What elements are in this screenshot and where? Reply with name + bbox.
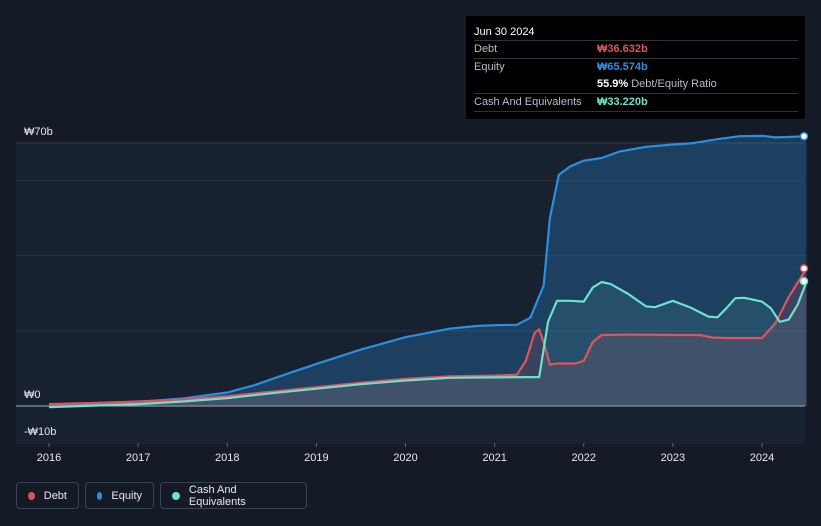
series-areas	[49, 135, 807, 408]
cash-dot-icon	[172, 491, 180, 500]
cash-endpoint	[799, 277, 809, 286]
tooltip-cash-value: ₩33.220b	[597, 96, 648, 108]
tooltip-debt-label: Debt	[474, 43, 498, 55]
x-tick-label: 2023	[661, 452, 685, 464]
chart-legend: Debt Equity Cash And Equivalents	[16, 482, 307, 509]
tooltip-row-equity: Equity ₩65.574b	[474, 58, 798, 76]
x-tick-label: 2021	[482, 452, 506, 464]
x-tick-label: 2022	[572, 452, 596, 464]
tooltip-equity-value: ₩65.574b	[597, 61, 648, 73]
tooltip-row-debt: Debt ₩36.632b	[474, 40, 798, 58]
equity-dot-icon	[97, 491, 103, 500]
tooltip-equity-label: Equity	[474, 61, 505, 73]
legend-item-equity[interactable]: Equity	[85, 482, 154, 509]
legend-cash-label: Cash And Equivalents	[188, 483, 246, 508]
legend-debt-label: Debt	[43, 489, 67, 502]
x-tick-label: 2024	[750, 452, 774, 464]
tooltip-row-ratio: 55.9% Debt/Equity Ratio	[474, 76, 798, 93]
cash-line	[48, 280, 808, 409]
debt-dot-icon	[28, 491, 35, 500]
series-lines	[48, 134, 808, 409]
legend-item-cash[interactable]: Cash And Equivalents	[160, 482, 307, 509]
tooltip-panel: Jun 30 2024 Debt ₩36.632b Equity ₩65.574…	[466, 16, 805, 119]
legend-item-debt[interactable]: Debt	[16, 482, 79, 509]
equity-endpoint	[799, 131, 809, 141]
chart-past-shade	[16, 144, 805, 444]
tooltip-cash-label: Cash And Equivalents	[474, 96, 582, 108]
debt-area	[49, 268, 807, 406]
debt-line	[48, 267, 808, 406]
tooltip-date: Jun 30 2024	[474, 26, 535, 38]
y-tick-label: ₩0	[24, 389, 41, 401]
tooltip-row-cash: Cash And Equivalents ₩33.220b	[474, 93, 798, 111]
x-axis-labels: 2016 2017 2018 2019 2020 2021 2022 2023 2024	[37, 443, 774, 464]
x-tick-label: 2020	[393, 452, 417, 464]
y-axis-labels: ₩70b ₩0 -₩10b	[24, 126, 56, 438]
cash-area	[49, 281, 807, 408]
x-tick-label: 2019	[304, 452, 328, 464]
grid-lines	[16, 142, 805, 407]
x-tick-label: 2016	[37, 452, 61, 464]
tooltip-ratio-value: 55.9%	[597, 78, 629, 90]
legend-equity-label: Equity	[111, 489, 142, 502]
debt-endpoint	[799, 264, 809, 273]
y-tick-label: -₩10b	[24, 426, 56, 438]
y-tick-label: ₩70b	[24, 126, 53, 138]
x-tick-label: 2017	[126, 452, 150, 464]
tooltip-ratio-label: Debt/Equity Ratio	[631, 78, 717, 90]
tooltip-bottom-rule	[474, 111, 798, 129]
tooltip-debt-value: ₩36.632b	[597, 43, 648, 55]
equity-area	[49, 135, 807, 406]
equity-line	[48, 134, 807, 407]
tooltip-ratio-spacer	[474, 76, 597, 93]
series-endpoints	[799, 131, 809, 286]
x-tick-label: 2018	[215, 452, 239, 464]
